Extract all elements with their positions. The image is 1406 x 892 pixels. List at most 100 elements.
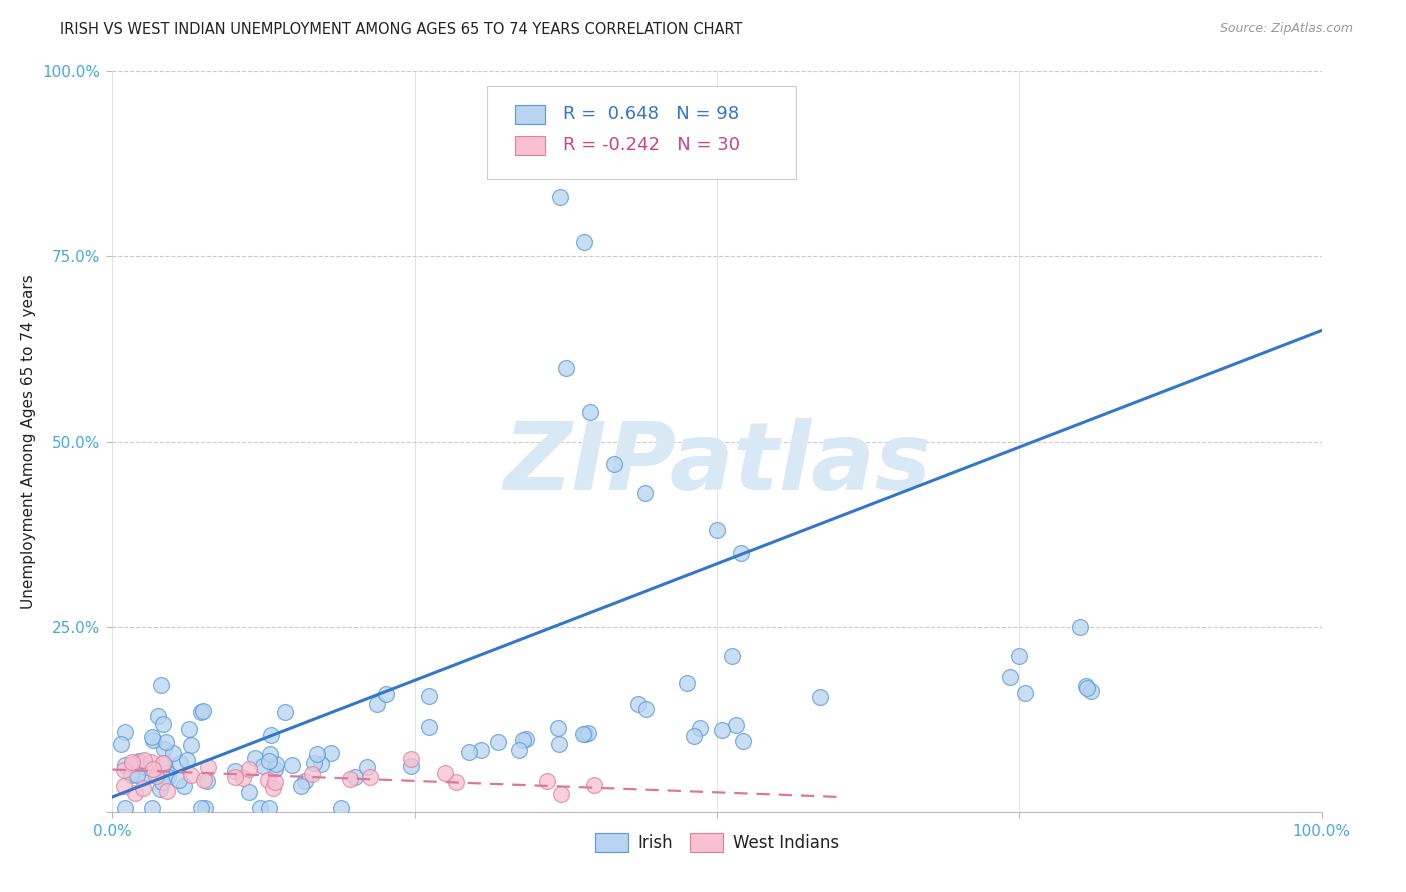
Point — [1008, 649, 1031, 664]
Point — [302, 756, 325, 771]
Point — [998, 670, 1021, 684]
Point — [319, 746, 342, 760]
Point — [173, 779, 195, 793]
Point — [252, 759, 274, 773]
Point — [259, 754, 281, 768]
Point — [399, 758, 422, 772]
Point — [238, 785, 260, 799]
Point — [808, 690, 831, 704]
Point — [132, 780, 155, 795]
Point — [156, 765, 179, 780]
Point — [305, 747, 328, 761]
Point — [281, 757, 304, 772]
Point — [375, 687, 398, 701]
Point — [139, 755, 162, 769]
Point — [114, 801, 136, 815]
Point — [224, 764, 246, 778]
Point — [142, 733, 165, 747]
Point — [1076, 681, 1098, 695]
Point — [633, 486, 655, 500]
Point — [195, 773, 218, 788]
Point — [689, 721, 711, 735]
Point — [626, 697, 648, 711]
Point — [112, 779, 135, 793]
Point — [148, 708, 170, 723]
Point — [155, 735, 177, 749]
Point — [366, 697, 388, 711]
Point — [249, 801, 271, 815]
Point — [262, 780, 284, 795]
Point — [264, 762, 287, 776]
Point — [574, 727, 596, 741]
Point — [180, 768, 202, 782]
Point — [274, 705, 297, 719]
Point — [121, 756, 143, 770]
Point — [731, 734, 754, 748]
Point — [1014, 686, 1036, 700]
Point — [572, 727, 595, 741]
Point — [720, 649, 742, 664]
Point — [418, 689, 440, 703]
Point — [134, 760, 156, 774]
Point — [224, 770, 246, 784]
Point — [550, 787, 572, 801]
Point — [515, 731, 537, 746]
Point — [356, 760, 378, 774]
Point — [683, 729, 706, 743]
Point — [169, 756, 191, 771]
Point — [167, 773, 190, 788]
Text: ZIPatlas: ZIPatlas — [503, 417, 931, 509]
Point — [112, 763, 135, 777]
Point — [191, 704, 214, 718]
Point — [548, 737, 571, 751]
Point — [190, 801, 212, 815]
Point — [636, 702, 658, 716]
Point — [194, 801, 217, 815]
Y-axis label: Unemployment Among Ages 65 to 74 years: Unemployment Among Ages 65 to 74 years — [21, 274, 35, 609]
Point — [120, 768, 142, 782]
FancyBboxPatch shape — [515, 105, 546, 124]
Point — [329, 801, 352, 815]
Point — [576, 726, 599, 740]
Point — [582, 778, 605, 792]
Point — [486, 735, 509, 749]
Point — [603, 457, 626, 471]
Point — [259, 747, 281, 761]
Point — [710, 723, 733, 737]
Point — [290, 779, 312, 793]
Point — [264, 774, 287, 789]
Point — [1069, 619, 1091, 633]
Point — [257, 772, 280, 787]
Point — [238, 762, 260, 776]
Point — [508, 742, 530, 756]
Point — [132, 771, 155, 785]
Point — [152, 717, 174, 731]
Point — [418, 720, 440, 734]
Point — [301, 767, 323, 781]
Point — [706, 524, 728, 538]
Point — [142, 762, 165, 776]
Point — [339, 772, 361, 787]
Point — [572, 235, 595, 249]
Point — [547, 721, 569, 735]
Point — [114, 725, 136, 739]
Point — [152, 756, 174, 771]
Point — [232, 771, 254, 785]
Point — [309, 756, 332, 771]
Point — [457, 746, 479, 760]
Point — [180, 738, 202, 752]
Point — [193, 772, 215, 787]
Text: R = -0.242   N = 30: R = -0.242 N = 30 — [564, 136, 741, 154]
Point — [343, 771, 366, 785]
Legend: Irish, West Indians: Irish, West Indians — [588, 826, 846, 859]
Point — [124, 786, 146, 800]
Point — [141, 801, 163, 815]
Point — [190, 705, 212, 719]
Point — [470, 743, 492, 757]
FancyBboxPatch shape — [488, 87, 796, 178]
Point — [153, 756, 176, 771]
Point — [359, 770, 381, 784]
Point — [179, 722, 201, 736]
Point — [243, 751, 266, 765]
Point — [148, 782, 170, 797]
